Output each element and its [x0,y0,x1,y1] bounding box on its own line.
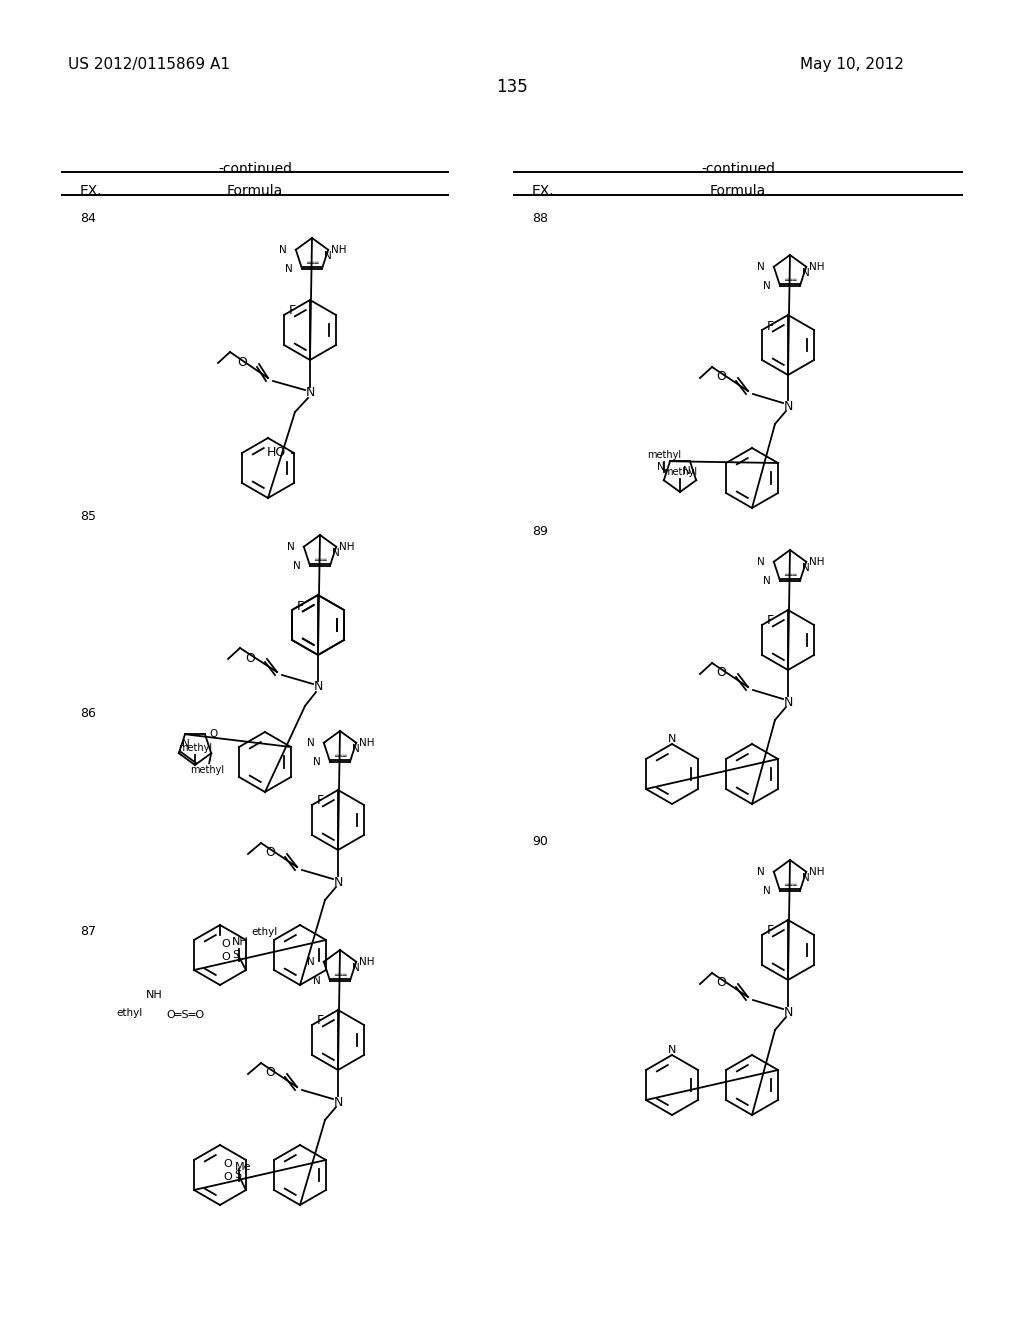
Text: -continued: -continued [701,162,775,176]
Text: N: N [182,739,189,750]
Text: ═══: ═══ [305,260,318,265]
Text: methyl: methyl [178,743,212,752]
Text: ═══: ═══ [334,752,346,759]
Text: ═══: ═══ [783,277,797,282]
Text: N: N [763,281,771,290]
Text: EX.: EX. [532,183,555,198]
Text: ethyl: ethyl [251,927,278,937]
Text: O: O [238,356,247,370]
Text: N: N [313,681,323,693]
Text: O: O [209,729,217,739]
Text: N: N [332,548,340,558]
Text: NH: NH [359,738,375,747]
Text: O: O [223,1159,232,1170]
Text: O: O [245,652,255,664]
Text: N: N [334,875,343,888]
Text: May 10, 2012: May 10, 2012 [800,57,904,73]
Text: N: N [757,261,765,272]
Text: O: O [716,977,726,990]
Text: 87: 87 [80,925,96,939]
Text: S: S [232,950,240,960]
Text: O: O [221,952,230,962]
Text: -continued: -continued [218,162,292,176]
Text: O: O [265,846,275,859]
Text: N: N [334,1096,343,1109]
Text: methyl: methyl [663,467,697,477]
Text: F: F [289,305,296,318]
Text: N: N [763,886,771,896]
Text: N: N [802,268,810,277]
Text: EX.: EX. [80,183,102,198]
Text: ethyl: ethyl [117,1008,143,1018]
Text: ═══: ═══ [783,882,797,888]
Text: N: N [668,734,676,744]
Text: NH: NH [331,244,347,255]
Text: 88: 88 [532,213,548,224]
Text: 89: 89 [532,525,548,539]
Text: F: F [767,615,774,627]
Text: N: N [324,251,332,261]
Text: NH: NH [359,957,375,966]
Text: Formula: Formula [710,183,766,198]
Text: O: O [221,939,230,949]
Text: N: N [286,264,293,273]
Text: methyl: methyl [647,450,681,461]
Text: N: N [313,756,321,767]
Text: Formula: Formula [227,183,283,198]
Text: N: N [293,561,301,570]
Text: O: O [265,1067,275,1080]
Text: F: F [317,795,325,808]
Text: N: N [757,867,765,876]
Text: 135: 135 [496,78,528,96]
Text: N: N [313,975,321,986]
Text: N: N [757,557,765,566]
Text: N: N [352,962,359,973]
Text: ═══: ═══ [313,557,327,562]
Text: N: N [763,576,771,586]
Text: S: S [234,1170,242,1180]
Text: methyl: methyl [190,766,224,775]
Text: N: N [307,738,314,747]
Text: O: O [716,371,726,384]
Text: NH: NH [146,990,163,1001]
Text: F: F [767,924,774,937]
Text: N: N [305,387,314,400]
Text: N: N [668,1045,676,1055]
Text: F: F [297,599,304,612]
Text: N: N [683,466,691,477]
Text: O: O [716,667,726,680]
Text: N: N [307,957,314,966]
Text: 86: 86 [80,708,96,719]
Text: N: N [352,743,359,754]
Text: US 2012/0115869 A1: US 2012/0115869 A1 [68,57,230,73]
Text: ═══: ═══ [783,572,797,578]
Text: Me: Me [234,1162,251,1172]
Text: F: F [767,319,774,333]
Text: NH: NH [339,541,354,552]
Text: N: N [802,873,810,883]
Text: 90: 90 [532,836,548,847]
Text: N: N [783,696,793,709]
Text: F: F [317,1015,325,1027]
Text: 84: 84 [80,213,96,224]
Text: N: N [280,244,287,255]
Text: NH: NH [809,867,824,876]
Text: N: N [657,462,665,473]
Text: 85: 85 [80,510,96,523]
Text: N: N [783,1006,793,1019]
Text: ═══: ═══ [334,972,346,978]
Text: N: N [287,541,295,552]
Text: NH: NH [231,937,249,946]
Text: NH: NH [809,261,824,272]
Text: HO: HO [266,446,286,459]
Text: N: N [783,400,793,412]
Text: N: N [802,562,810,573]
Text: O═S═O: O═S═O [166,1010,204,1020]
Text: O: O [223,1172,232,1181]
Text: NH: NH [809,557,824,566]
